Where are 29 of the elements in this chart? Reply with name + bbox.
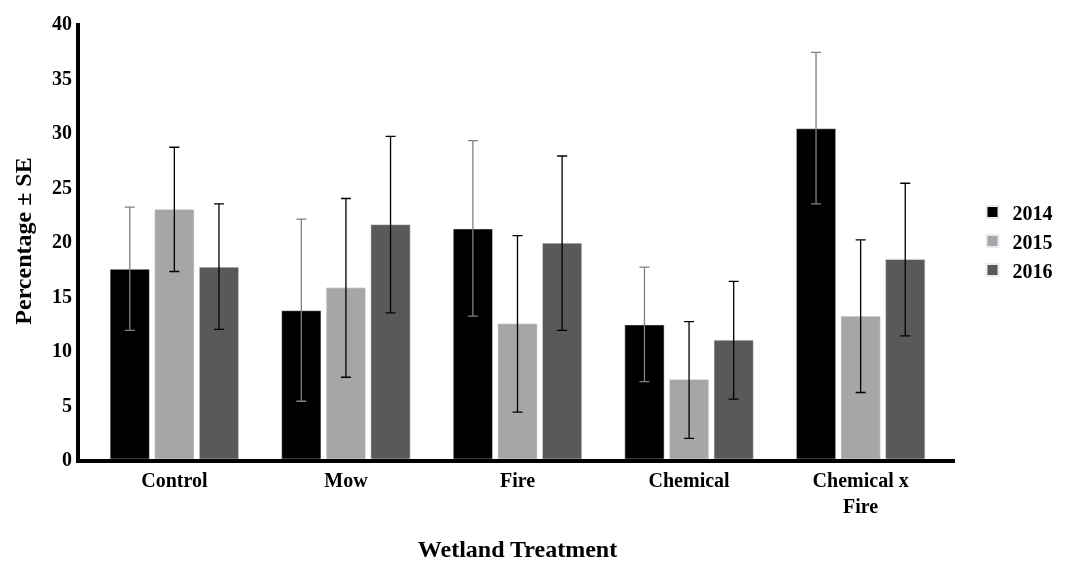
y-tick-label: 5 bbox=[62, 393, 72, 416]
bar bbox=[713, 339, 754, 459]
bar bbox=[326, 287, 366, 459]
x-tick-label: Chemical x Fire bbox=[812, 469, 909, 517]
bar bbox=[669, 379, 709, 459]
y-tick-label: 0 bbox=[62, 448, 72, 470]
bar bbox=[542, 242, 582, 459]
bar bbox=[199, 266, 239, 459]
legend-label: 2015 bbox=[1012, 230, 1053, 253]
y-axis-title: Percentage ± SE bbox=[9, 157, 36, 325]
legend-label: 2016 bbox=[1012, 259, 1053, 282]
x-tick-label: Control bbox=[141, 469, 208, 491]
legend-label: 2014 bbox=[1012, 201, 1053, 224]
x-tick-label: Mow bbox=[324, 469, 369, 491]
bar bbox=[497, 323, 538, 459]
bar bbox=[885, 259, 926, 459]
y-tick-label: 40 bbox=[52, 12, 72, 34]
x-axis-title: Wetland Treatment bbox=[417, 535, 618, 562]
x-tick-label: Fire bbox=[499, 469, 536, 491]
y-tick-label: 25 bbox=[52, 175, 72, 198]
y-tick-label: 15 bbox=[52, 284, 72, 307]
y-tick-label: 35 bbox=[52, 66, 72, 89]
bar bbox=[370, 224, 411, 459]
x-tick-label: Chemical bbox=[648, 469, 731, 491]
y-tick-label: 10 bbox=[52, 339, 72, 361]
y-tick-label: 20 bbox=[52, 230, 72, 252]
y-tick-label: 30 bbox=[52, 121, 72, 143]
bar bbox=[840, 315, 881, 459]
bar bbox=[154, 209, 195, 459]
